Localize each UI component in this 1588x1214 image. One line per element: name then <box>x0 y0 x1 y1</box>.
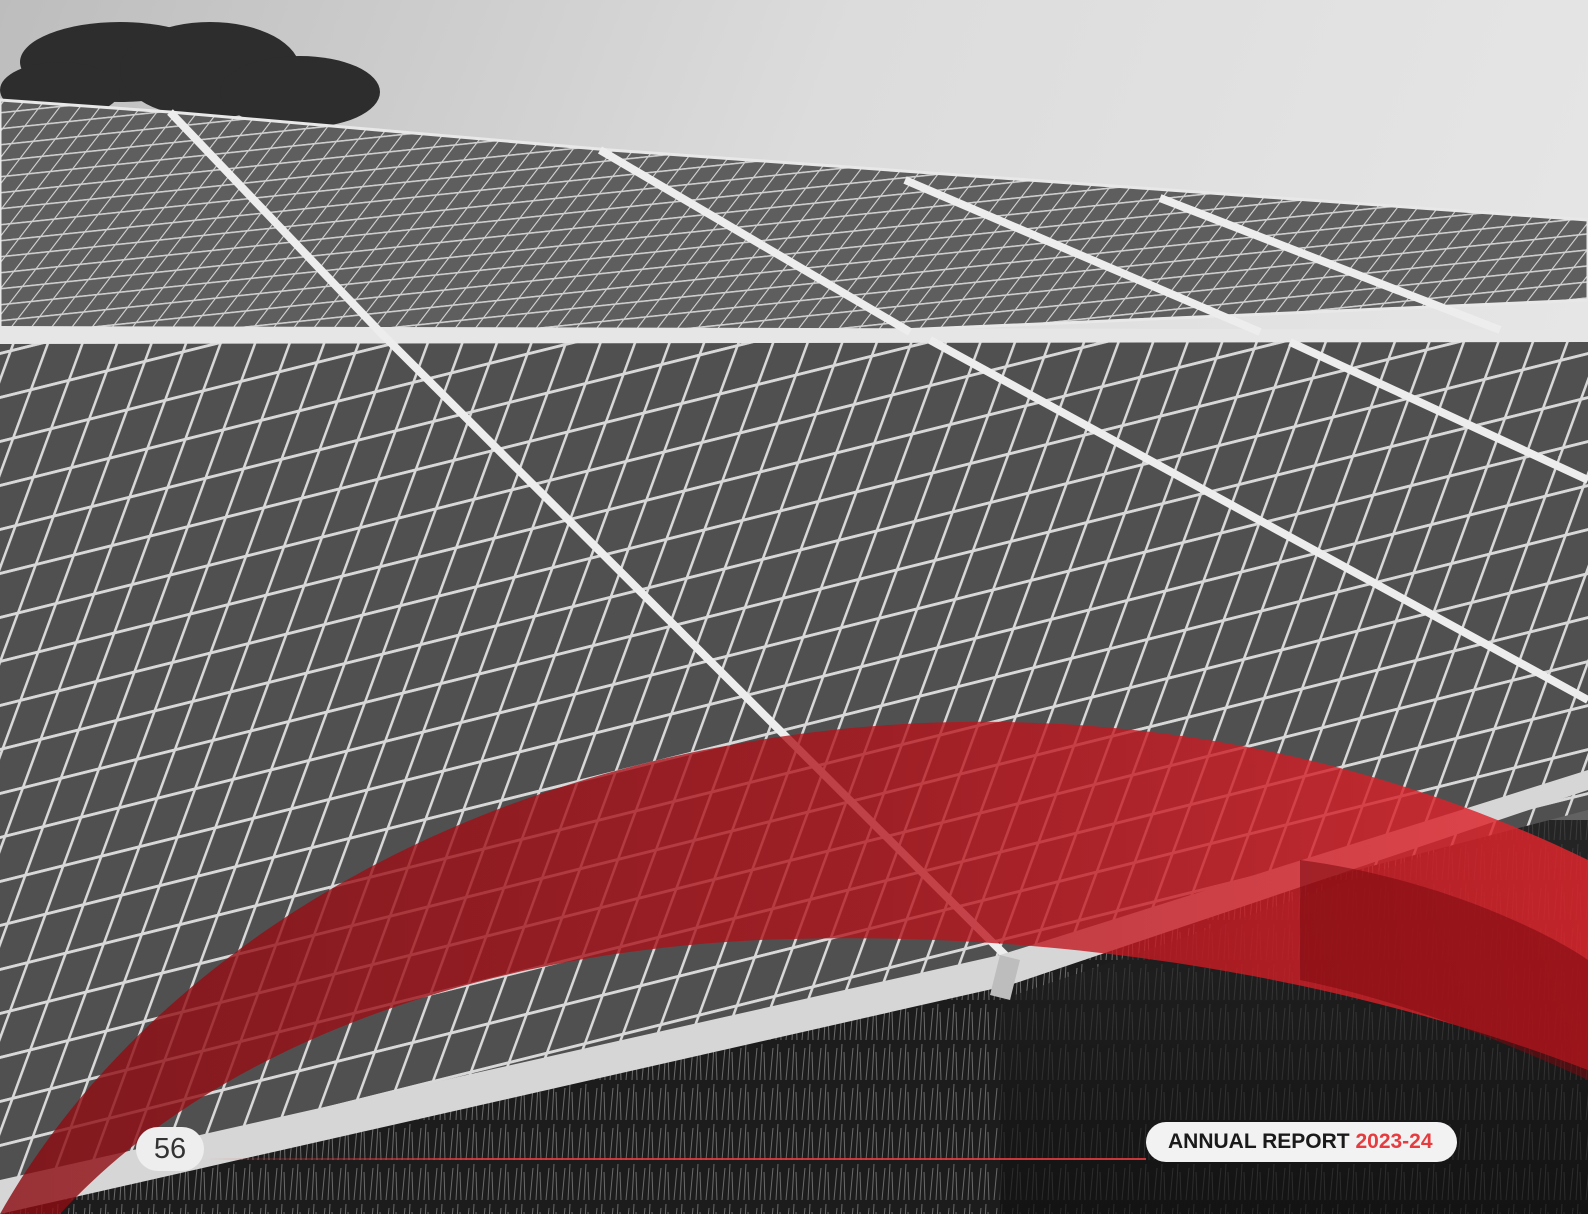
report-label-badge: ANNUAL REPORT 2023-24 <box>1146 1122 1457 1162</box>
footer-divider-line <box>204 1158 1146 1160</box>
report-year: 2023-24 <box>1355 1130 1433 1153</box>
page-number: 56 <box>136 1127 204 1171</box>
report-title: ANNUAL REPORT <box>1168 1130 1350 1153</box>
